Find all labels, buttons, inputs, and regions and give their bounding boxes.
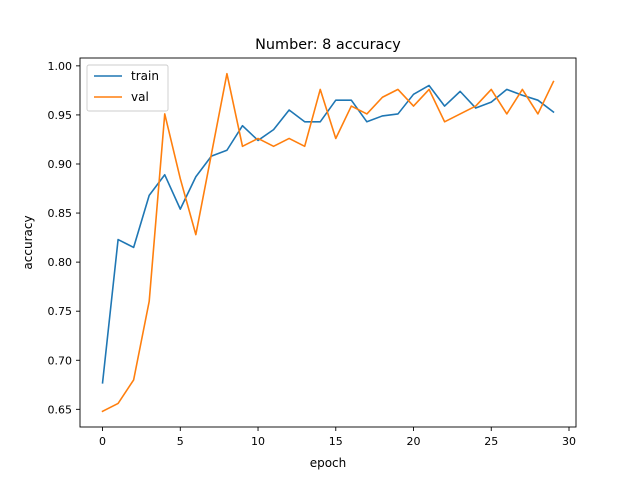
y-tick-label: 1.00 — [48, 60, 73, 73]
y-tick-label: 0.80 — [48, 256, 73, 269]
x-tick-label: 20 — [407, 435, 421, 448]
y-tick-label: 0.90 — [48, 158, 73, 171]
chart-title: Number: 8 accuracy — [255, 37, 401, 53]
x-tick-label: 0 — [99, 435, 106, 448]
plot-area — [101, 72, 555, 413]
legend: train val — [86, 64, 169, 112]
y-axis-label: accuracy — [21, 215, 35, 269]
x-tick-label: 30 — [562, 435, 576, 448]
y-tick-label: 0.70 — [48, 354, 73, 367]
x-axis-ticks: 0 5 10 15 20 25 30 — [99, 427, 576, 448]
axes-frame — [79, 57, 577, 428]
x-tick-label: 25 — [484, 435, 498, 448]
y-tick-label: 0.95 — [48, 109, 73, 122]
legend-label-train: train — [131, 69, 159, 83]
y-tick-label: 0.85 — [48, 207, 73, 220]
x-tick-label: 5 — [177, 435, 184, 448]
x-tick-label: 10 — [251, 435, 265, 448]
y-tick-label: 0.75 — [48, 305, 73, 318]
series-line-train — [101, 84, 555, 384]
x-axis-label: epoch — [310, 456, 347, 470]
series-line-val — [101, 72, 555, 413]
y-tick-label: 0.65 — [48, 403, 73, 416]
y-axis-ticks: 0.65 0.70 0.75 0.80 0.85 0.90 0.95 1.00 — [48, 60, 80, 416]
x-tick-label: 15 — [329, 435, 343, 448]
legend-label-val: val — [131, 90, 149, 104]
